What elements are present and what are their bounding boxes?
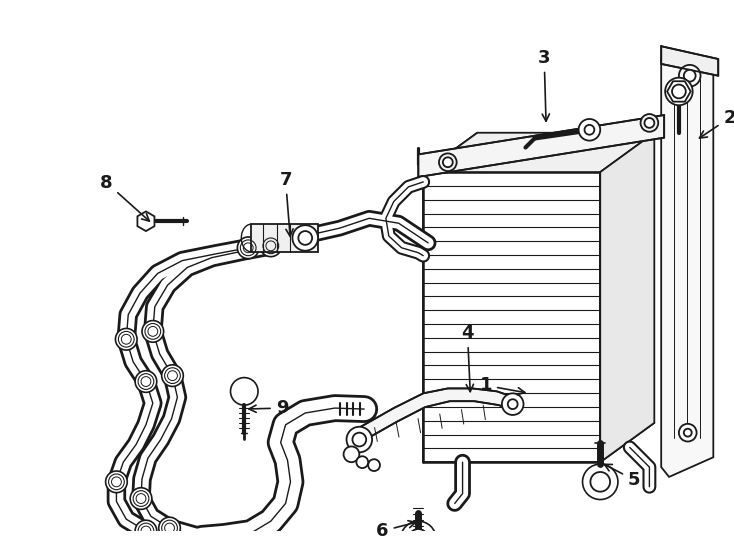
- Polygon shape: [349, 388, 519, 447]
- Circle shape: [344, 447, 360, 462]
- Circle shape: [439, 153, 457, 171]
- Polygon shape: [418, 115, 664, 177]
- Text: 5: 5: [604, 464, 640, 489]
- Circle shape: [590, 472, 610, 491]
- Text: 1: 1: [479, 376, 525, 395]
- Circle shape: [401, 521, 436, 540]
- Circle shape: [237, 237, 259, 259]
- Circle shape: [159, 517, 181, 539]
- Polygon shape: [667, 81, 691, 102]
- Circle shape: [578, 119, 600, 140]
- Circle shape: [368, 459, 380, 471]
- Polygon shape: [661, 54, 713, 477]
- Circle shape: [583, 464, 618, 500]
- Polygon shape: [424, 133, 654, 172]
- Circle shape: [161, 365, 184, 387]
- Polygon shape: [661, 46, 719, 76]
- Circle shape: [346, 427, 372, 453]
- Polygon shape: [424, 172, 600, 462]
- Circle shape: [142, 321, 164, 342]
- Text: 7: 7: [280, 171, 293, 237]
- Circle shape: [115, 328, 137, 350]
- Circle shape: [106, 471, 127, 492]
- Text: 2: 2: [700, 109, 734, 138]
- Circle shape: [679, 424, 697, 442]
- Circle shape: [409, 529, 428, 540]
- Text: 6: 6: [377, 521, 415, 540]
- Polygon shape: [137, 212, 154, 231]
- Circle shape: [260, 235, 282, 256]
- Circle shape: [135, 520, 157, 540]
- Circle shape: [502, 393, 523, 415]
- Circle shape: [357, 456, 368, 468]
- Circle shape: [443, 157, 453, 167]
- Circle shape: [679, 65, 700, 86]
- Circle shape: [230, 377, 258, 405]
- Circle shape: [298, 231, 312, 245]
- Circle shape: [672, 85, 686, 98]
- Text: 3: 3: [538, 49, 550, 121]
- Circle shape: [352, 433, 366, 447]
- Circle shape: [684, 70, 696, 82]
- Polygon shape: [600, 133, 654, 462]
- Circle shape: [644, 118, 654, 128]
- Circle shape: [135, 371, 157, 393]
- Circle shape: [130, 488, 152, 509]
- Text: 4: 4: [461, 324, 473, 392]
- Text: 8: 8: [101, 174, 149, 221]
- Text: 9: 9: [249, 399, 288, 417]
- Circle shape: [584, 125, 595, 134]
- Circle shape: [292, 225, 318, 251]
- Circle shape: [508, 399, 517, 409]
- Circle shape: [641, 114, 658, 132]
- Polygon shape: [251, 224, 318, 252]
- Circle shape: [665, 78, 693, 105]
